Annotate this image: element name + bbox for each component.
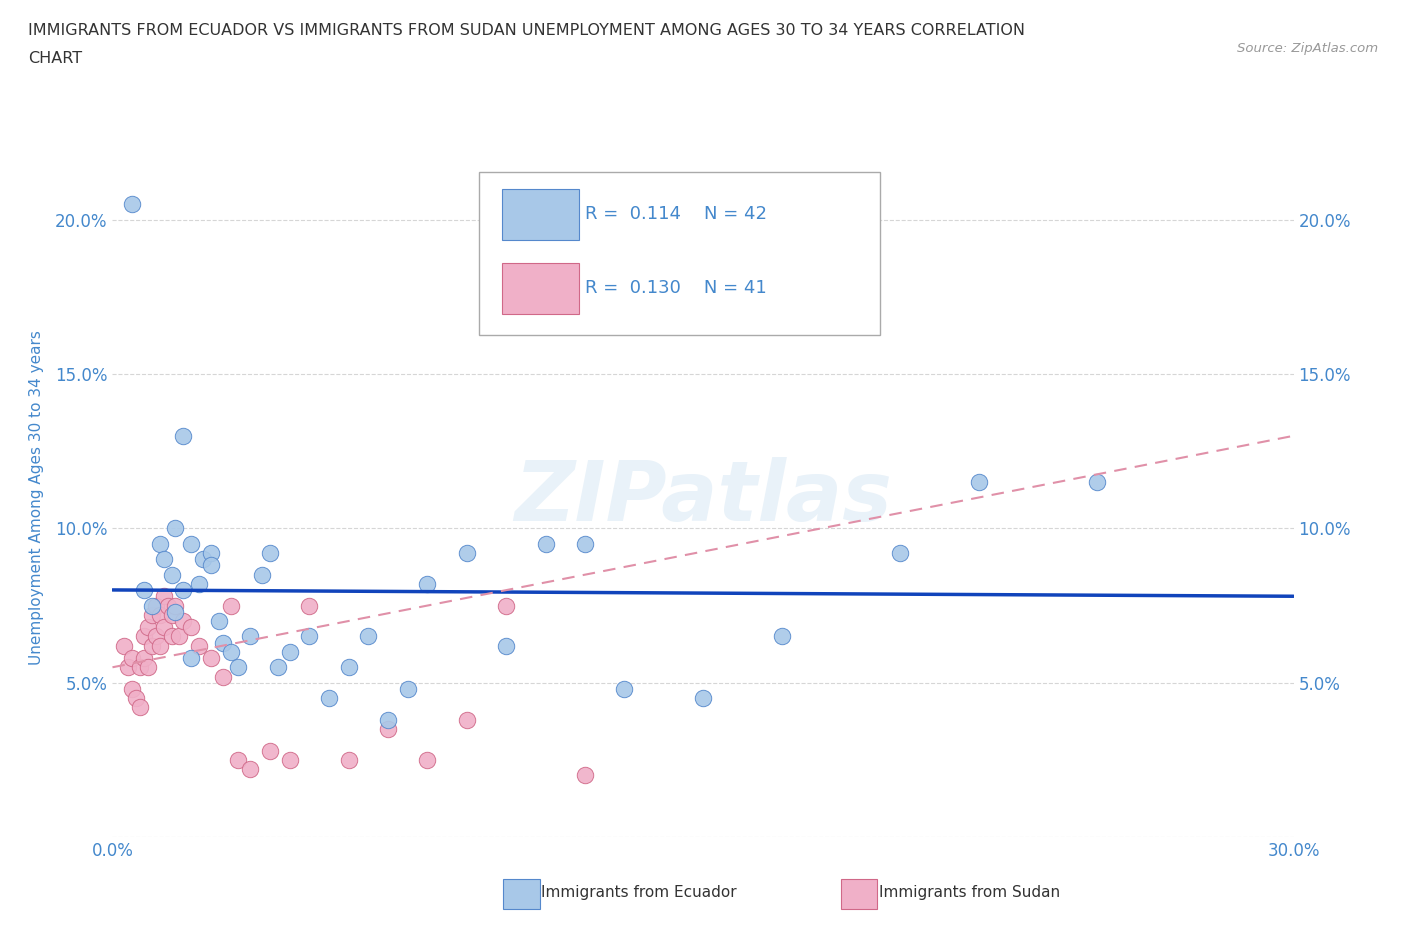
Point: [337, 660, 360, 675]
Point: [132, 583, 155, 598]
Point: [228, 660, 250, 675]
Point: [200, 546, 222, 561]
Point: [456, 712, 478, 727]
Point: [250, 567, 273, 582]
Text: Immigrants from Sudan: Immigrants from Sudan: [879, 885, 1060, 900]
Point: [180, 651, 202, 666]
Point: [156, 598, 179, 613]
Point: [1085, 474, 1108, 489]
Point: [219, 598, 242, 613]
Point: [125, 691, 148, 706]
Point: [211, 669, 233, 684]
Point: [188, 577, 211, 591]
Text: ZIPatlas: ZIPatlas: [515, 457, 891, 538]
FancyBboxPatch shape: [478, 172, 880, 335]
Point: [357, 629, 380, 644]
Y-axis label: Unemployment Among Ages 30 to 34 years: Unemployment Among Ages 30 to 34 years: [30, 330, 44, 665]
Point: [495, 638, 517, 653]
FancyBboxPatch shape: [502, 263, 579, 314]
Point: [200, 558, 222, 573]
Point: [278, 752, 301, 767]
Point: [172, 583, 194, 598]
Point: [152, 589, 174, 604]
Point: [613, 682, 636, 697]
Point: [318, 691, 340, 706]
Point: [132, 651, 155, 666]
Point: [770, 629, 793, 644]
Point: [141, 607, 163, 622]
Point: [132, 629, 155, 644]
Point: [121, 651, 143, 666]
Point: [129, 700, 152, 715]
Point: [145, 598, 167, 613]
Text: IMMIGRANTS FROM ECUADOR VS IMMIGRANTS FROM SUDAN UNEMPLOYMENT AMONG AGES 30 TO 3: IMMIGRANTS FROM ECUADOR VS IMMIGRANTS FR…: [28, 23, 1025, 38]
Point: [259, 546, 281, 561]
Point: [416, 752, 439, 767]
Point: [152, 619, 174, 634]
Text: R =  0.130    N = 41: R = 0.130 N = 41: [585, 279, 766, 298]
Point: [239, 629, 262, 644]
Point: [239, 762, 262, 777]
Text: CHART: CHART: [28, 51, 82, 66]
Text: R =  0.114    N = 42: R = 0.114 N = 42: [585, 205, 766, 223]
Point: [152, 551, 174, 566]
FancyBboxPatch shape: [502, 189, 579, 240]
Point: [121, 682, 143, 697]
Point: [534, 537, 557, 551]
Point: [495, 598, 517, 613]
Point: [191, 551, 214, 566]
Point: [165, 598, 187, 613]
Point: [208, 614, 231, 629]
Point: [211, 635, 233, 650]
Point: [692, 691, 714, 706]
Point: [396, 682, 419, 697]
Point: [180, 619, 202, 634]
Point: [574, 768, 596, 783]
Point: [149, 638, 172, 653]
Point: [259, 743, 281, 758]
Point: [141, 638, 163, 653]
Point: [129, 660, 152, 675]
Point: [298, 598, 321, 613]
Point: [160, 629, 183, 644]
Point: [377, 712, 399, 727]
Point: [188, 638, 211, 653]
Point: [165, 604, 187, 619]
Point: [169, 629, 191, 644]
Point: [278, 644, 301, 659]
Point: [112, 638, 135, 653]
Point: [219, 644, 242, 659]
Point: [136, 660, 159, 675]
Point: [121, 197, 143, 212]
Point: [416, 577, 439, 591]
Point: [149, 537, 172, 551]
Point: [180, 537, 202, 551]
Point: [228, 752, 250, 767]
Point: [145, 629, 167, 644]
Point: [298, 629, 321, 644]
Text: Immigrants from Ecuador: Immigrants from Ecuador: [541, 885, 737, 900]
Point: [967, 474, 990, 489]
Point: [117, 660, 139, 675]
Point: [149, 607, 172, 622]
Point: [172, 614, 194, 629]
Point: [172, 429, 194, 444]
Point: [200, 651, 222, 666]
Text: Source: ZipAtlas.com: Source: ZipAtlas.com: [1237, 42, 1378, 55]
Point: [165, 521, 187, 536]
Point: [574, 537, 596, 551]
Point: [141, 598, 163, 613]
Point: [456, 546, 478, 561]
Point: [267, 660, 290, 675]
Point: [160, 607, 183, 622]
Point: [136, 619, 159, 634]
Point: [889, 546, 911, 561]
Point: [337, 752, 360, 767]
Point: [160, 567, 183, 582]
Point: [377, 722, 399, 737]
